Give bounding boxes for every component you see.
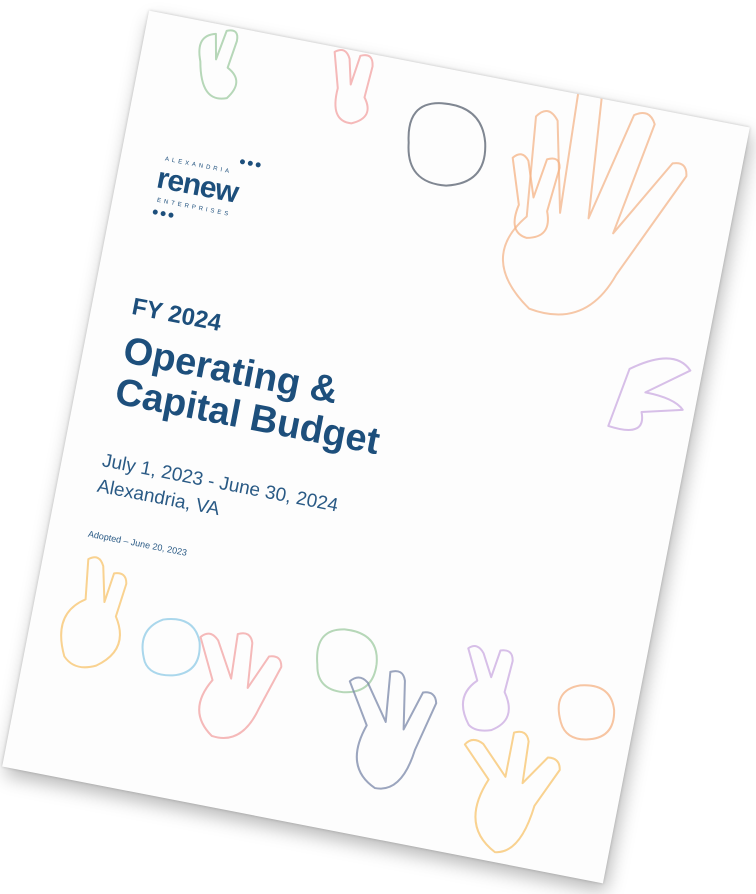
hand-outline <box>608 349 692 440</box>
hand-outline <box>311 625 382 698</box>
hand-outline <box>453 643 520 735</box>
hand-outline <box>498 151 561 242</box>
hand-outline <box>191 25 246 101</box>
cover-sheet: ALEXANDRIA renew ENTERPRISES FY 2024 Ope… <box>2 11 750 884</box>
hand-outline <box>400 97 493 192</box>
hand-outline <box>137 614 204 681</box>
hand-outline <box>182 625 286 747</box>
hand-outline <box>322 49 378 126</box>
hand-outline <box>55 554 134 674</box>
hand-outline <box>553 680 619 744</box>
page: ALEXANDRIA renew ENTERPRISES FY 2024 Ope… <box>0 0 756 894</box>
hand-outline <box>494 79 700 335</box>
hand-outline <box>446 722 566 861</box>
hand-outline <box>331 663 441 797</box>
